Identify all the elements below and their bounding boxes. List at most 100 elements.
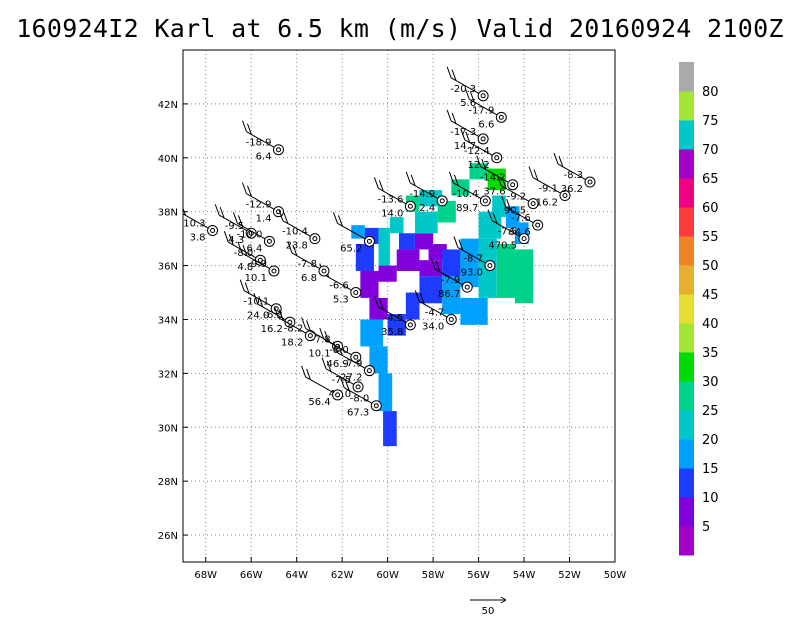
wind-barb [557,163,591,183]
observation-v-label: 2.4 [419,203,435,214]
colorbar-label: 5 [702,520,710,535]
colorbar-swatch [679,468,694,498]
station-outer-ring [477,90,489,102]
wind-barb [419,301,452,320]
colorbar: 5 10 15 20 25 30 35 40 45 50 55 60 65 70 75 80 [679,62,719,556]
observation-station: -9.9 10.1 [237,241,280,284]
x-tick-label: 56W [467,570,490,581]
wind-field-cell [451,179,470,196]
station-inner-ring [366,368,372,374]
observation-u-label: -14.2 [480,173,506,184]
observation-station: -17.3 14.7 [446,109,489,152]
observation-v-label: 12.2 [468,160,490,171]
station-outer-ring [404,200,416,212]
y-tick-label: 32N [158,369,178,380]
wind-field-cell [369,297,388,320]
wind-barb [378,187,411,207]
y-tick-label: 40N [158,154,178,165]
observation-station: 10.3 3.8 [183,207,219,244]
station-outer-ring [370,400,382,412]
wind-barb-flags [332,212,343,227]
observation-u-label: -13.6 [377,194,403,205]
wind-barb [323,274,357,293]
station-outer-ring [309,233,321,245]
y-tick-label: 34N [158,315,178,326]
wind-field-cell [355,244,374,271]
station-inner-ring [562,193,568,199]
observation-v-label: 65.2 [340,243,362,254]
wind-barb-flags [373,295,384,311]
wind-barb-flags [405,171,416,187]
x-tick-label: 58W [422,570,445,581]
station-inner-ring [448,316,454,322]
wind-barb-flags [332,341,343,356]
reference-vector-label: 50 [482,606,495,617]
observation-station: -8.7 93.0 [453,236,496,279]
station-outer-ring [518,233,530,245]
observation-station: -4.7 34.0 [414,290,457,332]
x-tick-label: 64W [285,570,308,581]
wind-barb-flags [273,306,284,321]
wind-field-cell [378,265,397,282]
observation-u-label: -7.8 [311,334,331,345]
observation-v-label: 24.0 [247,311,269,322]
colorbar-swatch [679,236,694,266]
wind-barb-flags [446,109,457,125]
observation-u-label: -6.6 [329,281,349,292]
wind-field-cell [514,249,534,304]
wind-field-cell [399,233,415,250]
observation-station: -7.5 470.5 [487,209,530,252]
station-inner-ring [521,236,527,242]
observation-v-label: 56.4 [308,397,330,408]
observation-station: -12.9 1.4 [242,182,284,225]
station-outer-ring [477,133,489,145]
station-inner-ring [494,155,500,161]
station-outer-ring [263,235,275,247]
station-inner-ring [439,198,445,204]
observation-u-label: -9.2 [507,192,527,203]
colorbar-swatch [679,265,694,295]
station-inner-ring [510,182,516,188]
colorbar-label: 55 [702,230,719,245]
colorbar-swatch [679,526,694,556]
wind-field-cell [414,211,438,234]
station-inner-ring [257,257,263,263]
station-inner-ring [321,268,327,274]
observation-station: -14.9 2.4 [405,171,448,214]
station-inner-ring [312,236,318,242]
observation-station: -7.9 27.2 [332,341,375,384]
observation-u-label: -10.1 [243,297,269,308]
colorbar-label: 30 [702,375,719,390]
observation-v-label: 36.2 [561,184,583,195]
station-outer-ring [284,316,296,328]
x-tick-label: 66W [240,570,263,581]
vector-legend: 50 [470,596,507,617]
wind-field-cell [492,195,506,218]
wind-barb [218,214,252,234]
colorbar-swatch [679,410,694,440]
observation-station: -13.6 14.0 [373,177,416,219]
observation-v-label: 5.3 [333,295,349,306]
wind-barb-flags [487,209,498,224]
wind-barb [434,268,468,288]
observation-station: -10.4 23.8 [278,209,321,252]
station-inner-ring [275,147,281,153]
observation-u-label: -9.9 [247,259,267,270]
wind-barb [491,220,525,240]
station-outer-ring [532,219,544,231]
y-tick-label: 26N [158,531,178,542]
observation-v-label: 6.8 [301,273,317,284]
observation-v-label: 35.8 [381,327,403,338]
station-inner-ring [587,179,593,185]
observation-u-label: -8.3 [563,170,583,181]
observation-u-label: -4.7 [425,307,445,318]
wind-speed-field [351,163,534,447]
observation-u-label: 10.3 [183,219,205,230]
x-tick-label: 60W [376,570,399,581]
wind-barb [344,387,377,407]
station-outer-ring [479,195,491,207]
wind-barb-flags [242,182,252,197]
colorbar-label: 10 [702,491,719,506]
colorbar-swatch [679,439,694,469]
station-outer-ring [363,235,375,247]
